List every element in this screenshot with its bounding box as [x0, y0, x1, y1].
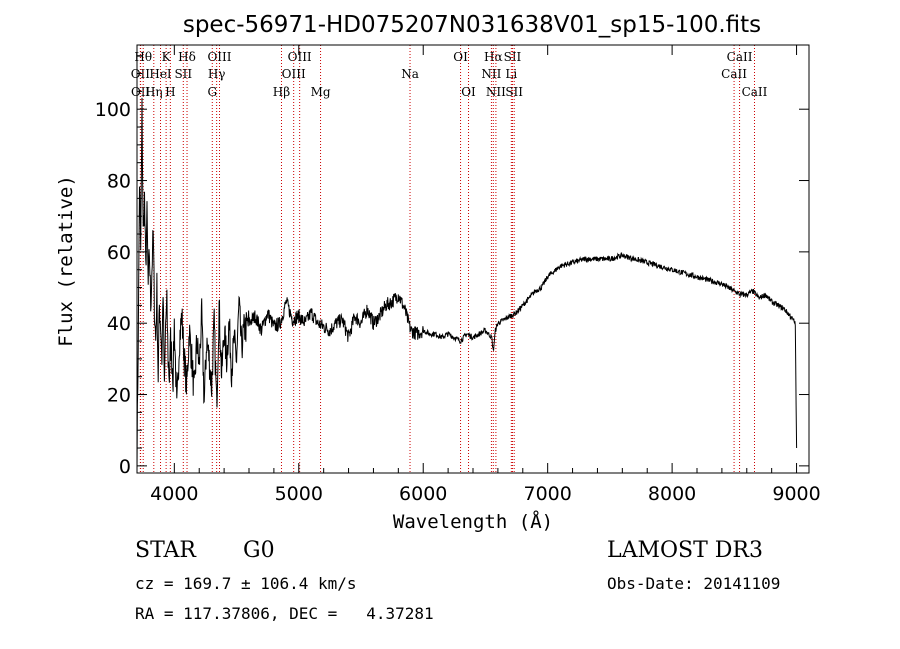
survey-name: LAMOST DR3: [607, 538, 763, 563]
x-tick-label-6000: 6000: [399, 483, 447, 505]
y-axis-label: Flux (relative): [55, 175, 77, 347]
line-label-oi-18: OI: [461, 85, 476, 99]
y-tick-label-80: 80: [107, 171, 131, 193]
line-markers: OIIOIIHθHηHeIKSIIHHδOIIIHγGHβOIIIOIIIMgN…: [131, 45, 768, 473]
line-label-oi-17: OI: [453, 50, 468, 64]
x-axis-label: Wavelength (Å): [393, 510, 553, 533]
line-label-g-11: G: [207, 85, 217, 99]
plot-frame: [136, 44, 810, 474]
obs-date: Obs-Date: 20141109: [607, 574, 781, 593]
y-tick-label-60: 60: [107, 242, 131, 264]
line-label-k-5: K: [162, 50, 172, 64]
line-label-hη-3: Hη: [145, 85, 163, 99]
line-label-li-23: Li: [505, 67, 517, 81]
line-label-sii-6: SII: [174, 67, 192, 81]
line-label-nii-21: NII: [486, 85, 506, 99]
axis-ticks: 4000 5000 6000 7000 8000 9000 0 20 40 60 80 100: [95, 45, 821, 505]
x-tick-label-5000: 5000: [275, 483, 323, 505]
object-subclass: G0: [243, 538, 275, 563]
line-label-na-16: Na: [401, 67, 419, 81]
line-label-hei-4: HeI: [149, 67, 172, 81]
redshift-cz: cz = 169.7 ± 106.4 km/s: [135, 574, 357, 593]
line-label-nii-20: NII: [481, 67, 501, 81]
x-tick-label-7000: 7000: [523, 483, 571, 505]
line-label-oiii-14: OIII: [282, 67, 306, 81]
x-tick-label-8000: 8000: [648, 483, 696, 505]
y-tick-label-100: 100: [95, 99, 131, 121]
x-tick-label-4000: 4000: [150, 483, 198, 505]
line-label-caii-25: CaII: [727, 50, 753, 64]
line-label-hγ-10: Hγ: [208, 67, 226, 81]
line-label-hβ-12: Hβ: [273, 85, 290, 99]
x-tick-label-9000: 9000: [772, 483, 820, 505]
spectrum-line: [136, 97, 798, 474]
object-class: STAR: [135, 538, 196, 563]
line-label-hα-19: Hα: [484, 50, 503, 64]
line-label-hθ-2: Hθ: [134, 50, 152, 64]
line-label-mg-15: Mg: [311, 85, 331, 99]
line-label-sii-24: SII: [505, 85, 523, 99]
line-label-oiii-9: OIII: [207, 50, 231, 64]
coordinates: RA = 117.37806, DEC = 4.37281: [135, 604, 434, 623]
y-tick-label-40: 40: [107, 313, 131, 335]
line-label-caii-27: CaII: [742, 85, 768, 99]
line-label-caii-26: CaII: [721, 67, 747, 81]
line-label-oii-1: OII: [131, 85, 151, 99]
y-tick-label-0: 0: [119, 456, 131, 478]
line-label-oiii-13: OIII: [288, 50, 312, 64]
line-label-sii-22: SII: [504, 50, 522, 64]
spectrum: [136, 97, 798, 474]
line-label-h-7: H: [165, 85, 175, 99]
line-label-hδ-8: Hδ: [178, 50, 196, 64]
chart-title: spec-56971-HD075207N031638V01_sp15-100.f…: [183, 12, 761, 38]
y-tick-label-20: 20: [107, 385, 131, 407]
